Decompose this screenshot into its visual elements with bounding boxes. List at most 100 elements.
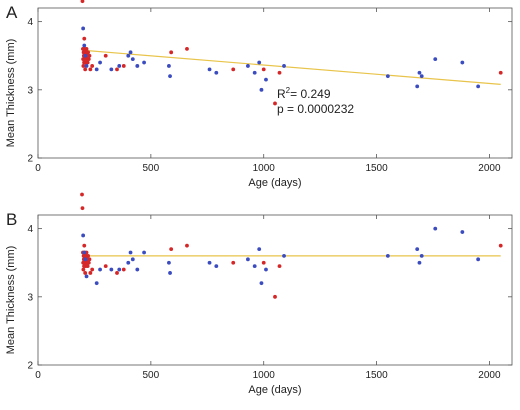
trendline xyxy=(83,49,501,85)
data-point xyxy=(460,230,465,234)
data-point xyxy=(385,254,390,258)
data-point xyxy=(121,267,126,272)
data-point xyxy=(84,64,89,68)
data-point xyxy=(415,247,420,251)
data-point xyxy=(117,64,122,68)
panel-letter: B xyxy=(6,210,17,229)
data-point xyxy=(83,271,88,275)
y-tick-label: 2 xyxy=(27,361,33,372)
data-point xyxy=(86,254,91,258)
data-point xyxy=(81,233,86,238)
data-point xyxy=(168,74,172,79)
data-point xyxy=(109,267,114,272)
x-tick-label: 1500 xyxy=(365,163,388,174)
data-point xyxy=(460,60,465,65)
data-point xyxy=(86,50,91,55)
x-axis-title: Age (days) xyxy=(248,177,301,189)
y-tick-label: 2 xyxy=(27,154,33,165)
data-point xyxy=(115,271,119,275)
data-point xyxy=(498,243,503,248)
data-point xyxy=(130,57,135,62)
data-point xyxy=(417,70,422,75)
data-point xyxy=(87,53,92,58)
data-point xyxy=(259,281,264,286)
data-point xyxy=(498,70,503,75)
x-tick-label: 0 xyxy=(35,370,41,381)
data-point xyxy=(419,74,424,79)
y-axis-title: Mean Thickness (mm) xyxy=(5,246,17,355)
x-tick-label: 1000 xyxy=(253,370,276,381)
data-point xyxy=(264,267,268,272)
data-point xyxy=(214,264,219,269)
data-point xyxy=(109,67,114,72)
data-point xyxy=(169,247,174,251)
x-tick-label: 500 xyxy=(143,163,160,174)
data-point xyxy=(82,36,87,41)
data-point xyxy=(257,60,262,65)
data-point xyxy=(126,260,131,265)
data-point xyxy=(252,264,257,269)
data-point xyxy=(167,260,171,265)
data-point xyxy=(81,64,86,68)
data-point xyxy=(117,267,122,272)
data-point xyxy=(264,77,268,82)
data-point xyxy=(169,50,174,55)
data-point xyxy=(142,250,146,255)
data-point xyxy=(214,70,219,75)
data-point xyxy=(257,247,262,251)
panel-letter: A xyxy=(6,3,18,22)
data-point xyxy=(167,64,171,68)
data-point xyxy=(90,267,95,272)
annotation-p-value: p = 0.0000232 xyxy=(277,102,354,116)
data-point xyxy=(282,64,286,68)
data-point xyxy=(98,60,102,65)
data-point xyxy=(168,271,172,275)
series-blue xyxy=(81,26,481,92)
data-point xyxy=(90,64,95,68)
data-point xyxy=(84,274,89,279)
data-point xyxy=(88,271,93,275)
data-point xyxy=(252,70,257,75)
chart-panel-a: A 0 500 1000 1500 2000 2 3 4 Age (days) Mean Thick… xyxy=(5,0,513,189)
data-point xyxy=(80,192,84,197)
data-point xyxy=(185,47,189,51)
data-point xyxy=(246,64,250,68)
data-point xyxy=(476,257,481,262)
data-point xyxy=(259,87,264,92)
data-point xyxy=(282,254,286,258)
annotation-r2: R2= 0.249 xyxy=(277,86,331,101)
data-point xyxy=(128,50,133,55)
x-tick-label: 1500 xyxy=(365,370,388,381)
y-tick-label: 4 xyxy=(27,17,33,28)
plot-area xyxy=(37,7,513,159)
data-point xyxy=(277,264,282,269)
x-tick-label: 1000 xyxy=(253,163,276,174)
data-point xyxy=(81,26,86,31)
data-point xyxy=(246,257,250,262)
data-point xyxy=(207,260,212,265)
y-tick-label: 3 xyxy=(27,292,33,303)
data-point xyxy=(83,53,88,58)
data-point xyxy=(126,53,131,58)
series-blue xyxy=(81,226,481,286)
data-point xyxy=(82,243,87,248)
y-tick-label: 4 xyxy=(27,224,33,235)
x-axis-title: Age (days) xyxy=(248,384,301,396)
data-point xyxy=(87,257,92,262)
data-point xyxy=(103,264,108,269)
x-tick-label: 0 xyxy=(35,163,41,174)
data-point xyxy=(185,243,189,248)
plot-area xyxy=(37,214,513,366)
data-point xyxy=(277,70,282,75)
data-point xyxy=(88,67,93,72)
data-point xyxy=(476,84,481,89)
data-point xyxy=(82,43,87,48)
data-point xyxy=(85,60,90,65)
data-point xyxy=(81,267,86,272)
y-tick-label: 3 xyxy=(27,85,33,96)
data-point xyxy=(207,67,212,72)
data-point xyxy=(273,101,277,106)
x-tick-label: 2000 xyxy=(478,163,501,174)
data-point xyxy=(83,67,88,72)
data-point xyxy=(142,60,146,65)
